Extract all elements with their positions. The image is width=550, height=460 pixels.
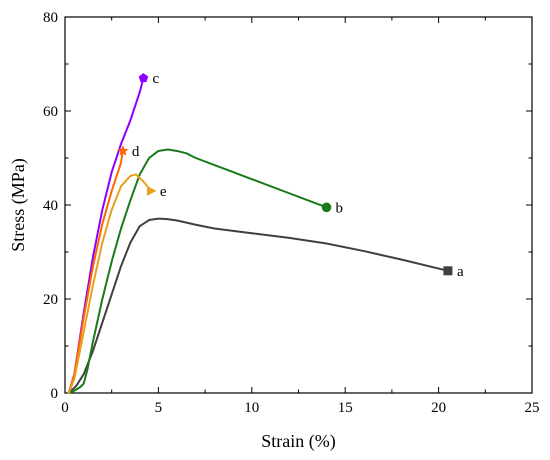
x-tick-label: 20	[431, 400, 446, 416]
y-axis-label: Stress (MPa)	[8, 158, 29, 252]
series-line-b	[67, 148, 328, 394]
x-tick-label: 0	[61, 400, 69, 416]
series-marker-c	[138, 73, 149, 83]
series-label-e: e	[160, 184, 167, 200]
series-label-b: b	[336, 200, 344, 216]
series-label-d: d	[132, 144, 140, 160]
series-b: b	[67, 148, 344, 394]
series-marker-a	[443, 266, 453, 276]
y-tick-label: 20	[43, 292, 58, 308]
series-line-d	[67, 149, 124, 394]
series-label-c: c	[152, 71, 159, 87]
ticks: 0 5 10 15 20 25 0 20 40 60 80	[43, 10, 540, 416]
series-e: e	[67, 173, 167, 394]
series-line-e	[67, 173, 152, 394]
series-a: a	[67, 217, 464, 394]
x-tick-label: 5	[155, 400, 163, 416]
y-tick-label: 0	[51, 386, 59, 402]
x-tick-label: 10	[244, 400, 259, 416]
plot-frame	[64, 16, 533, 394]
series-label-a: a	[457, 264, 464, 280]
series-d: d	[67, 144, 140, 394]
x-tick-label: 15	[338, 400, 353, 416]
series-line-a	[67, 217, 449, 394]
y-tick-label: 80	[43, 10, 58, 26]
series-c: c	[67, 71, 159, 394]
x-tick-label: 25	[525, 400, 540, 416]
axes	[64, 16, 533, 394]
series-marker-b	[321, 202, 332, 213]
series-marker-d	[117, 144, 129, 156]
y-tick-label: 40	[43, 198, 58, 214]
plot-area: a b c d e	[67, 71, 464, 394]
series-marker-e	[146, 185, 157, 196]
y-tick-label: 60	[43, 104, 58, 120]
x-axis-label: Strain (%)	[261, 431, 335, 452]
